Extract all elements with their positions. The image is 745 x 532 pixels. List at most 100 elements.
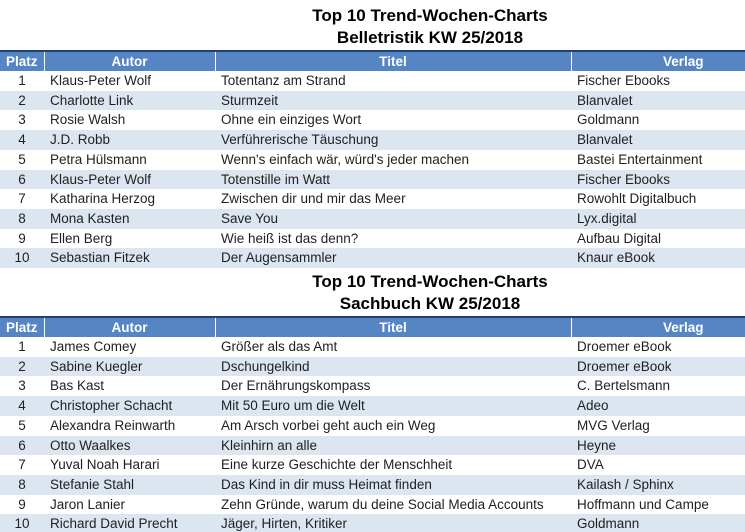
titel-cell: Zwischen dir und mir das Meer xyxy=(221,191,406,207)
column-header-platz: Platz xyxy=(0,316,44,338)
verlag-cell: Kailash / Sphinx xyxy=(577,476,674,492)
titel-cell: Wie heiß ist das denn? xyxy=(221,230,359,246)
platz-cell: 4 xyxy=(18,398,26,414)
table-row: 9 Ellen Berg Wie heiß ist das denn? Aufbau … xyxy=(0,229,745,249)
titel-cell: Der Ernährungskompass xyxy=(221,378,371,394)
platz-cell: 10 xyxy=(14,516,30,532)
table-body: 1 James Comey Größer als das Amt Droemer eB… xyxy=(0,337,745,532)
titel-cell: Ohne ein einziges Wort xyxy=(221,112,362,128)
table-row: 8 Mona Kasten Save You Lyx.digital xyxy=(0,208,745,229)
table-row: 1 Klaus-Peter Wolf Totentanz am Strand Fisc… xyxy=(0,71,745,91)
verlag-cell: DVA xyxy=(577,457,604,473)
table-row: 9 Jaron Lanier Zehn Gründe, warum du deine… xyxy=(0,495,745,515)
platz-cell: 9 xyxy=(18,496,26,512)
table-row: 3 Bas Kast Der Ernährungskompass C. Bertels… xyxy=(0,376,745,396)
column-header-autor: Autor xyxy=(43,316,215,338)
table-row: 4 Christopher Schacht Mit 50 Euro um die W… xyxy=(0,396,745,416)
titel-cell: Größer als das Amt xyxy=(221,339,338,355)
platz-cell: 10 xyxy=(14,250,30,266)
table-row: 4 J.D. Robb Verführerische Täuschung Blanva… xyxy=(0,130,745,150)
verlag-cell: Lyx.digital xyxy=(577,210,637,226)
titel-cell: Zehn Gründe, warum du deine Social Media… xyxy=(221,496,544,512)
autor-cell: J.D. Robb xyxy=(50,132,111,148)
verlag-cell: MVG Verlag xyxy=(577,417,650,433)
table-row: 10 Sebastian Fitzek Der Augensammler Knaur … xyxy=(0,248,745,269)
titel-cell: Eine kurze Geschichte der Menschheit xyxy=(221,457,453,473)
titel-cell: Mit 50 Euro um die Welt xyxy=(221,398,365,414)
verlag-cell: C. Bertelsmann xyxy=(577,378,671,394)
platz-cell: 1 xyxy=(18,339,26,355)
table-row: 2 Charlotte Link Sturmzeit Blanvalet xyxy=(0,90,745,111)
column-header-autor: Autor xyxy=(43,50,215,71)
table-row: 5 Petra Hülsmann Wenn's einfach wär, würd'… xyxy=(0,150,745,170)
autor-cell: Katharina Herzog xyxy=(50,191,156,207)
autor-cell: Otto Waalkes xyxy=(50,437,131,453)
platz-cell: 9 xyxy=(18,230,26,246)
titel-cell: Verführerische Täuschung xyxy=(221,132,379,148)
autor-cell: Ellen Berg xyxy=(50,230,113,246)
verlag-cell: Droemer eBook xyxy=(577,339,672,355)
titel-cell: Dschungelkind xyxy=(221,358,310,374)
autor-cell: Bas Kast xyxy=(50,378,105,394)
titel-cell: Sturmzeit xyxy=(221,92,279,108)
table-header-row: Platz Autor Titel Verlag xyxy=(0,50,745,71)
table-row: 3 Rosie Walsh Ohne ein einziges Wort Goldma… xyxy=(0,110,745,130)
autor-cell: Sebastian Fitzek xyxy=(50,250,150,266)
chart-title: Top 10 Trend-Wochen-Charts xyxy=(312,6,548,25)
titel-cell: Der Augensammler xyxy=(221,250,337,266)
table-header-row: Platz Autor Titel Verlag xyxy=(0,316,745,338)
chart-subtitle: Belletristik KW 25/2018 xyxy=(336,28,524,47)
titel-cell: Save You xyxy=(221,210,279,226)
autor-cell: Alexandra Reinwarth xyxy=(50,417,176,433)
verlag-cell: Hoffmann und Campe xyxy=(577,496,709,512)
platz-cell: 3 xyxy=(18,378,26,394)
autor-cell: Charlotte Link xyxy=(50,92,134,108)
platz-cell: 7 xyxy=(18,457,26,473)
autor-cell: Christopher Schacht xyxy=(50,398,173,414)
autor-cell: Petra Hülsmann xyxy=(50,151,147,167)
verlag-cell: Heyne xyxy=(577,437,617,453)
chart-title-block: Top 10 Trend-Wochen-Charts Sachbuch KW 2… xyxy=(0,271,745,315)
autor-cell: Mona Kasten xyxy=(50,210,130,226)
chart-section-sachbuch: Top 10 Trend-Wochen-Charts Sachbuch KW 2… xyxy=(0,271,745,532)
autor-cell: Richard David Precht xyxy=(50,516,178,532)
table-row: 6 Klaus-Peter Wolf Totenstille im Watt Fisc… xyxy=(0,169,745,190)
titel-cell: Totenstille im Watt xyxy=(221,171,331,187)
chart-title-block: Top 10 Trend-Wochen-Charts Belletristik … xyxy=(0,5,745,49)
platz-cell: 5 xyxy=(18,151,26,167)
verlag-cell: Goldmann xyxy=(577,112,640,128)
chart-title: Top 10 Trend-Wochen-Charts xyxy=(312,272,548,292)
table-row: 6 Otto Waalkes Kleinhirn an alle Heyne xyxy=(0,435,745,456)
verlag-cell: Fischer Ebooks xyxy=(577,73,671,88)
autor-cell: Stefanie Stahl xyxy=(50,476,135,492)
platz-cell: 4 xyxy=(18,132,26,148)
verlag-cell: Fischer Ebooks xyxy=(577,171,671,187)
titel-cell: Kleinhirn an alle xyxy=(221,437,318,453)
verlag-cell: Blanvalet xyxy=(577,92,633,108)
table-row: 8 Stefanie Stahl Das Kind in dir muss Heim… xyxy=(0,474,745,495)
column-header-verlag: Verlag xyxy=(570,50,745,71)
platz-cell: 6 xyxy=(18,437,26,453)
verlag-cell: Rowohlt Digitalbuch xyxy=(577,191,697,207)
table-row: 7 Yuval Noah Harari Eine kurze Geschichte … xyxy=(0,455,745,475)
column-header-titel: Titel xyxy=(214,316,571,338)
titel-cell: Das Kind in dir muss Heimat finden xyxy=(221,476,432,492)
verlag-cell: Droemer eBook xyxy=(577,358,672,374)
titel-cell: Am Arsch vorbei geht auch ein Weg xyxy=(221,417,436,433)
autor-cell: James Comey xyxy=(50,339,137,355)
verlag-cell: Knaur eBook xyxy=(577,250,656,266)
column-header-platz: Platz xyxy=(0,50,44,71)
table-row: 5 Alexandra Reinwarth Am Arsch vorbei geht… xyxy=(0,416,745,436)
column-header-titel: Titel xyxy=(214,50,571,71)
chart-subtitle: Sachbuch KW 25/2018 xyxy=(339,294,521,314)
autor-cell: Rosie Walsh xyxy=(50,112,126,128)
platz-cell: 7 xyxy=(18,191,26,207)
table-row: 1 James Comey Größer als das Amt Droemer eB… xyxy=(0,337,745,357)
table-body: 1 Klaus-Peter Wolf Totentanz am Strand Fisc… xyxy=(0,71,745,269)
autor-cell: Klaus-Peter Wolf xyxy=(50,73,152,88)
platz-cell: 1 xyxy=(18,73,26,88)
table-row: 2 Sabine Kuegler Dschungelkind Droemer eBoo… xyxy=(0,356,745,377)
column-header-verlag: Verlag xyxy=(570,316,745,338)
platz-cell: 5 xyxy=(18,417,26,433)
